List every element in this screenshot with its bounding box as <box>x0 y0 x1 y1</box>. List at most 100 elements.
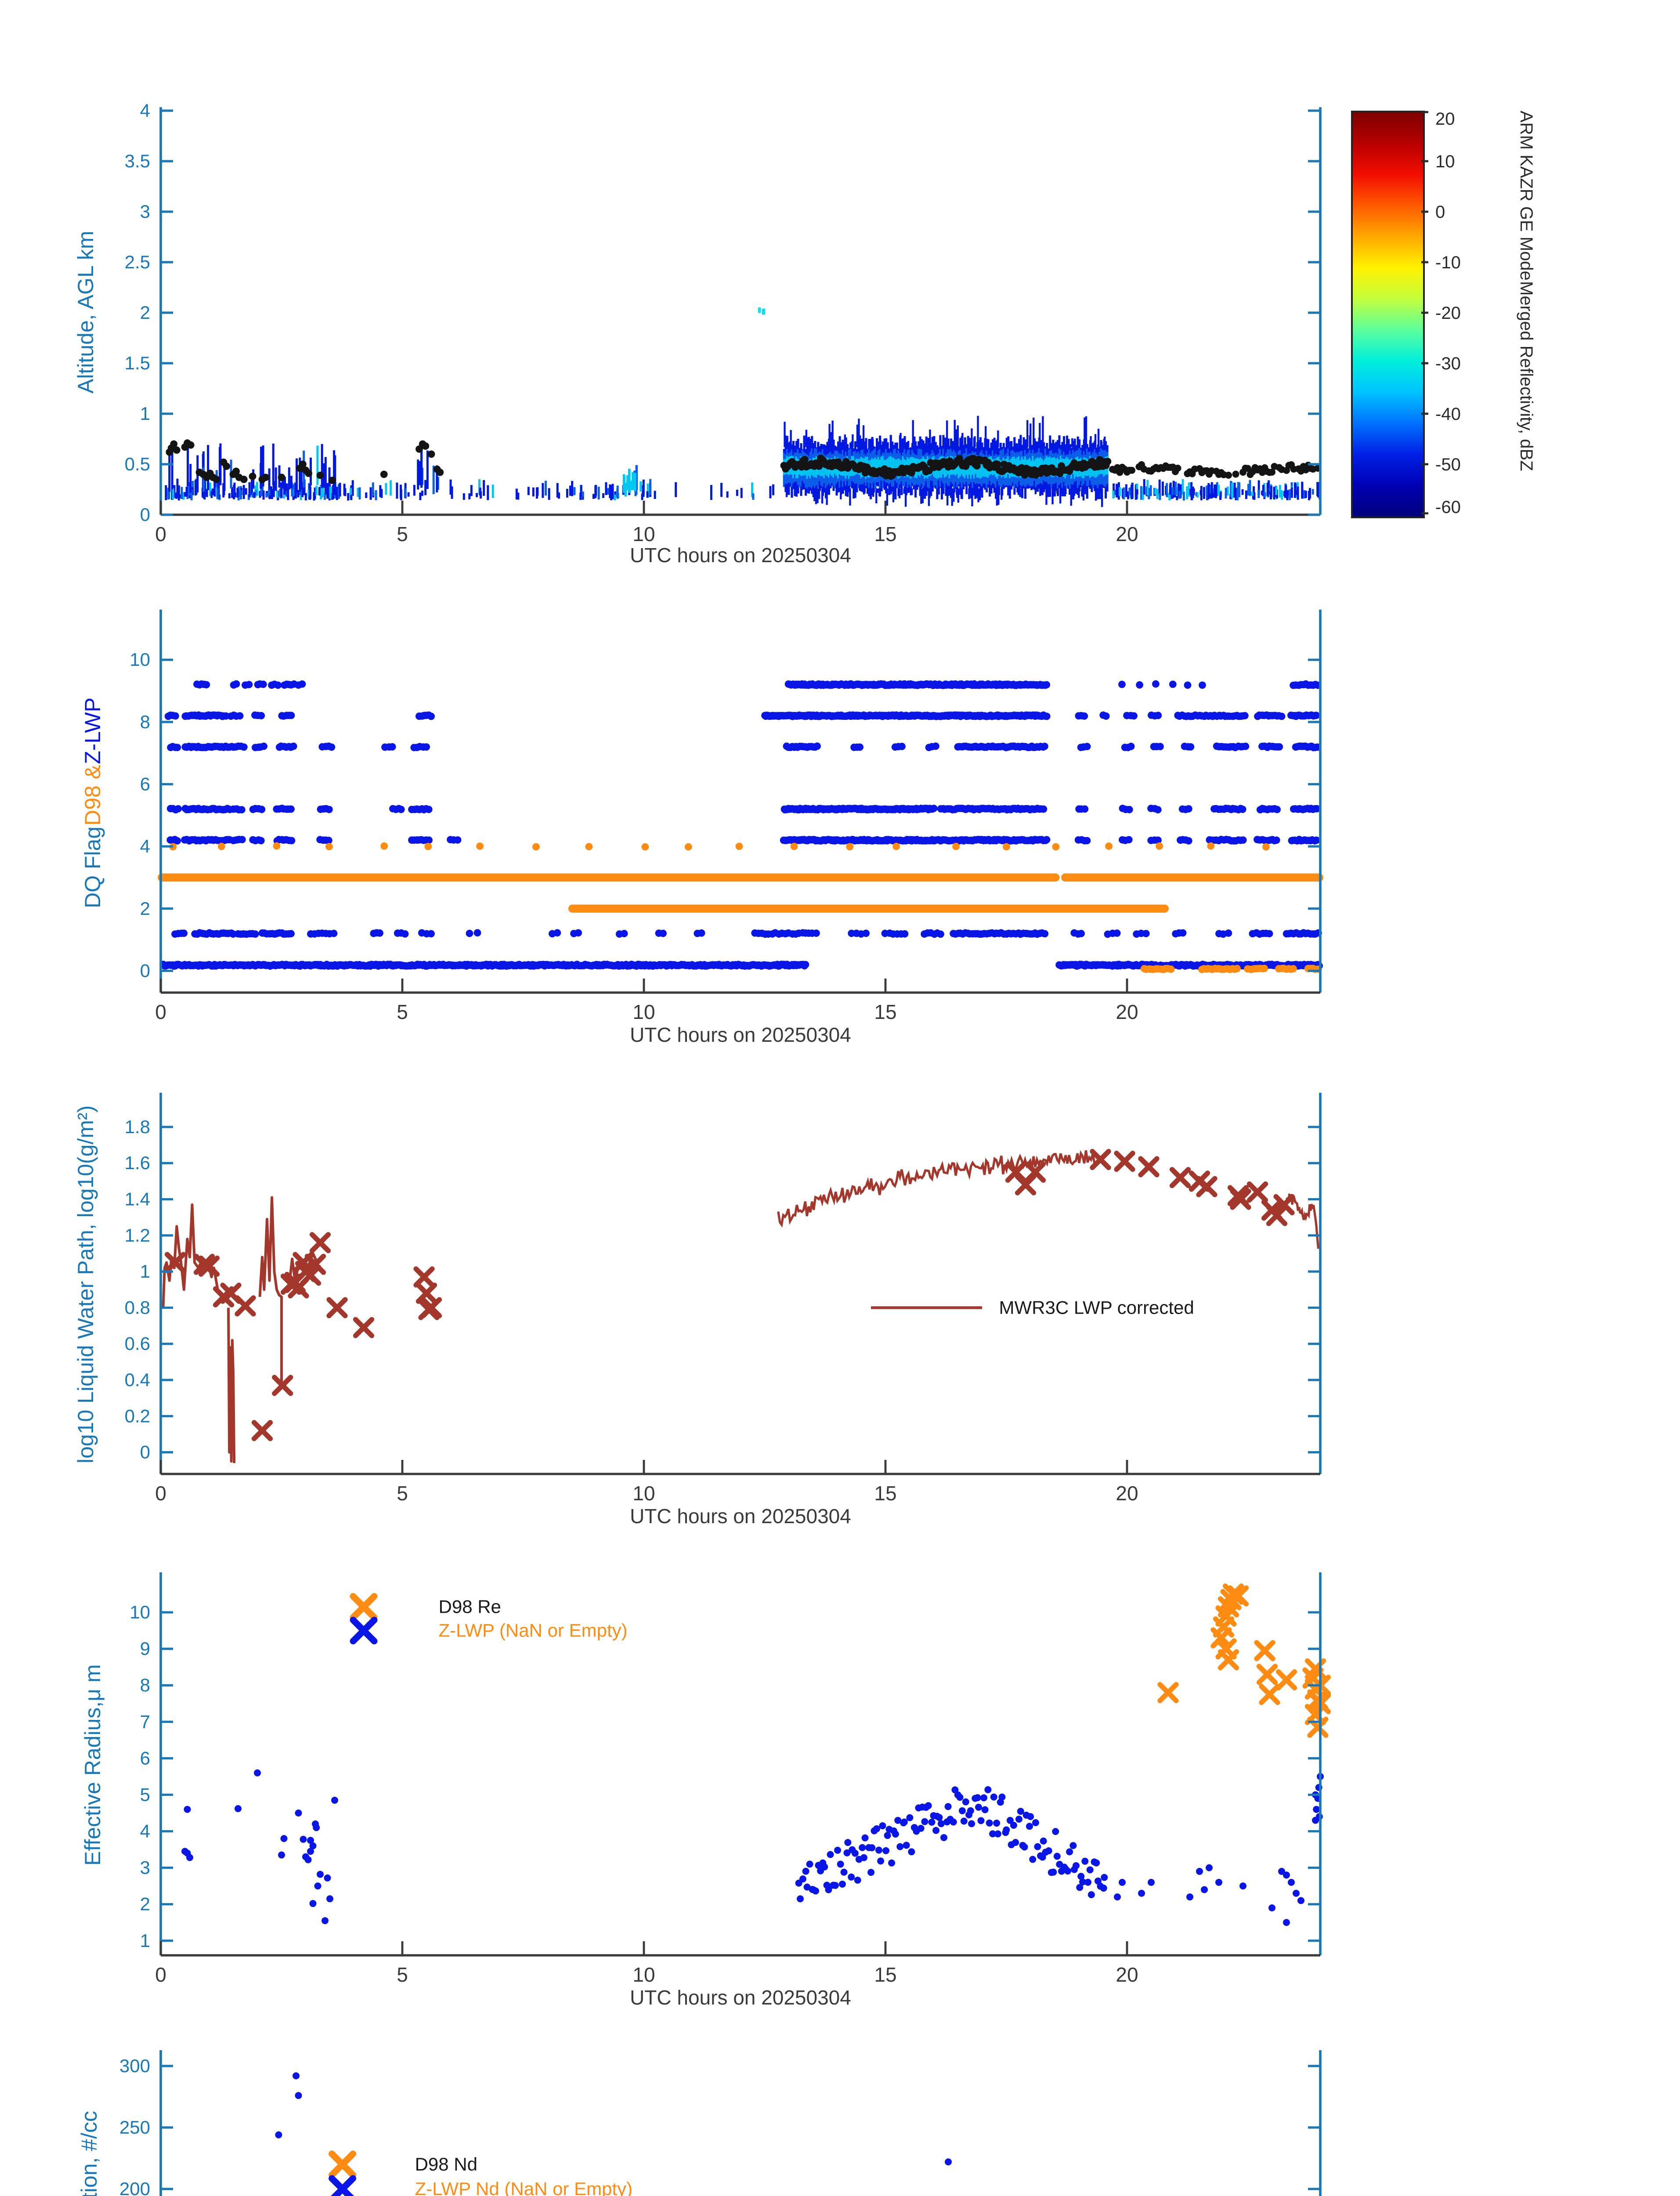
svg-text:2: 2 <box>140 1894 150 1914</box>
svg-text:MWR3C LWP corrected: MWR3C LWP corrected <box>999 1297 1194 1318</box>
droplet-concentration-plot-canvas: 5010015020025030005101520D98 NdZ-LWP Nd … <box>119 2050 1322 2196</box>
svg-text:0.6: 0.6 <box>125 1333 150 1354</box>
svg-text:7: 7 <box>140 1711 150 1732</box>
axes: 0 0.2 0.4 0.6 0.8 1 1.2 1.4 1.6 1.8 0 5 10 15 20 <box>125 1093 1322 1505</box>
axes: 0 2 4 6 8 10 0 5 10 15 20 <box>130 610 1322 1023</box>
svg-text:5: 5 <box>397 1000 408 1023</box>
lwp-spikes <box>258 1196 283 1386</box>
series-layer <box>162 1149 1320 1463</box>
lwp-main <box>777 1150 1096 1228</box>
black-dots-early <box>166 439 444 484</box>
svg-text:0: 0 <box>155 1482 166 1505</box>
svg-text:6: 6 <box>140 774 150 795</box>
svg-text:Z-LWP Nd (NaN or Empty): Z-LWP Nd (NaN or Empty) <box>415 2178 633 2196</box>
nd-mid <box>945 2158 952 2166</box>
series-layer <box>181 1583 1331 1926</box>
svg-text:10: 10 <box>130 1602 150 1622</box>
cyan-blob <box>622 465 642 497</box>
axes: 5010015020025030005101520 <box>119 2050 1322 2196</box>
svg-text:4: 4 <box>140 1821 150 1842</box>
svg-text:Z-LWP (NaN or Empty): Z-LWP (NaN or Empty) <box>439 1620 628 1641</box>
lwp-plot-canvas: 0 0.2 0.4 0.6 0.8 1 1.2 1.4 1.6 1.8 0 5 10 15 20 MWR3C … <box>125 1093 1322 1505</box>
flag-1 <box>171 929 1322 938</box>
nd-early <box>275 2072 302 2138</box>
svg-text:0: 0 <box>155 523 166 545</box>
svg-text:4: 4 <box>140 100 150 121</box>
re-early <box>181 1769 338 1925</box>
svg-text:1.6: 1.6 <box>125 1152 150 1173</box>
svg-text:-50: -50 <box>1435 455 1461 474</box>
svg-text:1: 1 <box>140 1930 150 1951</box>
svg-text:-40: -40 <box>1435 405 1461 424</box>
svg-text:-60: -60 <box>1435 498 1461 517</box>
lwp-dip <box>227 1307 236 1463</box>
svg-text:200: 200 <box>119 2178 150 2196</box>
svg-text:15: 15 <box>874 1963 896 1986</box>
svg-text:20: 20 <box>1435 109 1455 129</box>
svg-text:1: 1 <box>140 1261 150 1282</box>
svg-text:10: 10 <box>1435 152 1455 171</box>
ground-clutter <box>165 478 1321 501</box>
svg-text:5: 5 <box>397 1963 408 1986</box>
svg-text:20: 20 <box>1116 1000 1138 1023</box>
svg-text:0.8: 0.8 <box>125 1297 150 1318</box>
series-layer <box>275 2072 952 2166</box>
svg-text:6: 6 <box>140 1748 150 1768</box>
svg-text:1.4: 1.4 <box>125 1189 150 1210</box>
flag-4-orange <box>169 842 1270 851</box>
svg-text:10: 10 <box>632 523 655 545</box>
svg-text:1.2: 1.2 <box>125 1225 150 1246</box>
lwp-tail <box>1285 1193 1320 1249</box>
svg-text:1: 1 <box>140 403 150 424</box>
flag-0-orange <box>1140 964 1322 973</box>
legend: D98 Nd Z-LWP Nd (NaN or Empty) <box>329 2150 633 2196</box>
dq-flag-plot-canvas: 0 2 4 6 8 10 0 5 10 15 20 <box>130 610 1324 1023</box>
svg-text:3: 3 <box>140 1857 150 1878</box>
svg-text:250: 250 <box>119 2117 150 2138</box>
svg-text:1.5: 1.5 <box>125 353 150 373</box>
svg-text:-10: -10 <box>1435 253 1461 272</box>
isolated-cyan-dash <box>758 307 765 315</box>
svg-text:0: 0 <box>140 960 150 981</box>
flag-7 <box>167 742 1322 751</box>
svg-text:8: 8 <box>140 712 150 732</box>
svg-text:15: 15 <box>874 523 896 545</box>
svg-text:5: 5 <box>397 523 408 545</box>
svg-text:2: 2 <box>140 898 150 919</box>
colorbar-gradient <box>1351 111 1425 518</box>
x-axis-label: UTC hours on 20250304 <box>630 546 851 567</box>
x-axis-label: UTC hours on 20250304 <box>630 1989 851 2010</box>
flag-0 <box>159 961 1323 970</box>
reflectivity-plot-canvas: 0 0.5 1 1.5 2 2.5 3 3.5 4 0 5 10 15 20 <box>125 100 1322 545</box>
x-axis-label: UTC hours on 20250304 <box>630 1507 851 1528</box>
series-layer <box>165 307 1322 507</box>
svg-text:5: 5 <box>397 1482 408 1505</box>
legend: MWR3C LWP corrected <box>871 1297 1194 1318</box>
svg-text:-20: -20 <box>1435 303 1461 323</box>
svg-text:4: 4 <box>140 836 150 856</box>
svg-text:D98 Re: D98 Re <box>439 1596 501 1617</box>
svg-text:0.4: 0.4 <box>125 1369 150 1390</box>
axes: 0 0.5 1 1.5 2 2.5 3 3.5 4 0 5 10 15 20 <box>125 100 1322 545</box>
svg-text:3.5: 3.5 <box>125 151 150 171</box>
axes: 1 2 3 4 5 6 7 8 9 10 0 5 10 15 20 <box>130 1572 1322 1986</box>
svg-text:10: 10 <box>632 1963 655 1986</box>
svg-text:15: 15 <box>874 1482 896 1505</box>
svg-text:3: 3 <box>140 201 150 222</box>
svg-text:0: 0 <box>140 504 150 525</box>
cloud-base-black-line <box>780 454 1112 480</box>
svg-text:20: 20 <box>1116 1482 1138 1505</box>
svg-text:15: 15 <box>874 1000 896 1023</box>
svg-text:0: 0 <box>1435 202 1445 222</box>
svg-text:0.5: 0.5 <box>125 454 150 474</box>
flag-9 <box>193 680 1322 689</box>
svg-text:0: 0 <box>140 1442 150 1463</box>
svg-text:0: 0 <box>155 1963 166 1986</box>
flag-4-blue <box>166 835 1320 845</box>
svg-text:2.5: 2.5 <box>125 252 150 272</box>
svg-text:0: 0 <box>155 1000 166 1023</box>
svg-text:10: 10 <box>632 1482 655 1505</box>
svg-text:-30: -30 <box>1435 354 1461 373</box>
svg-text:300: 300 <box>119 2055 150 2076</box>
